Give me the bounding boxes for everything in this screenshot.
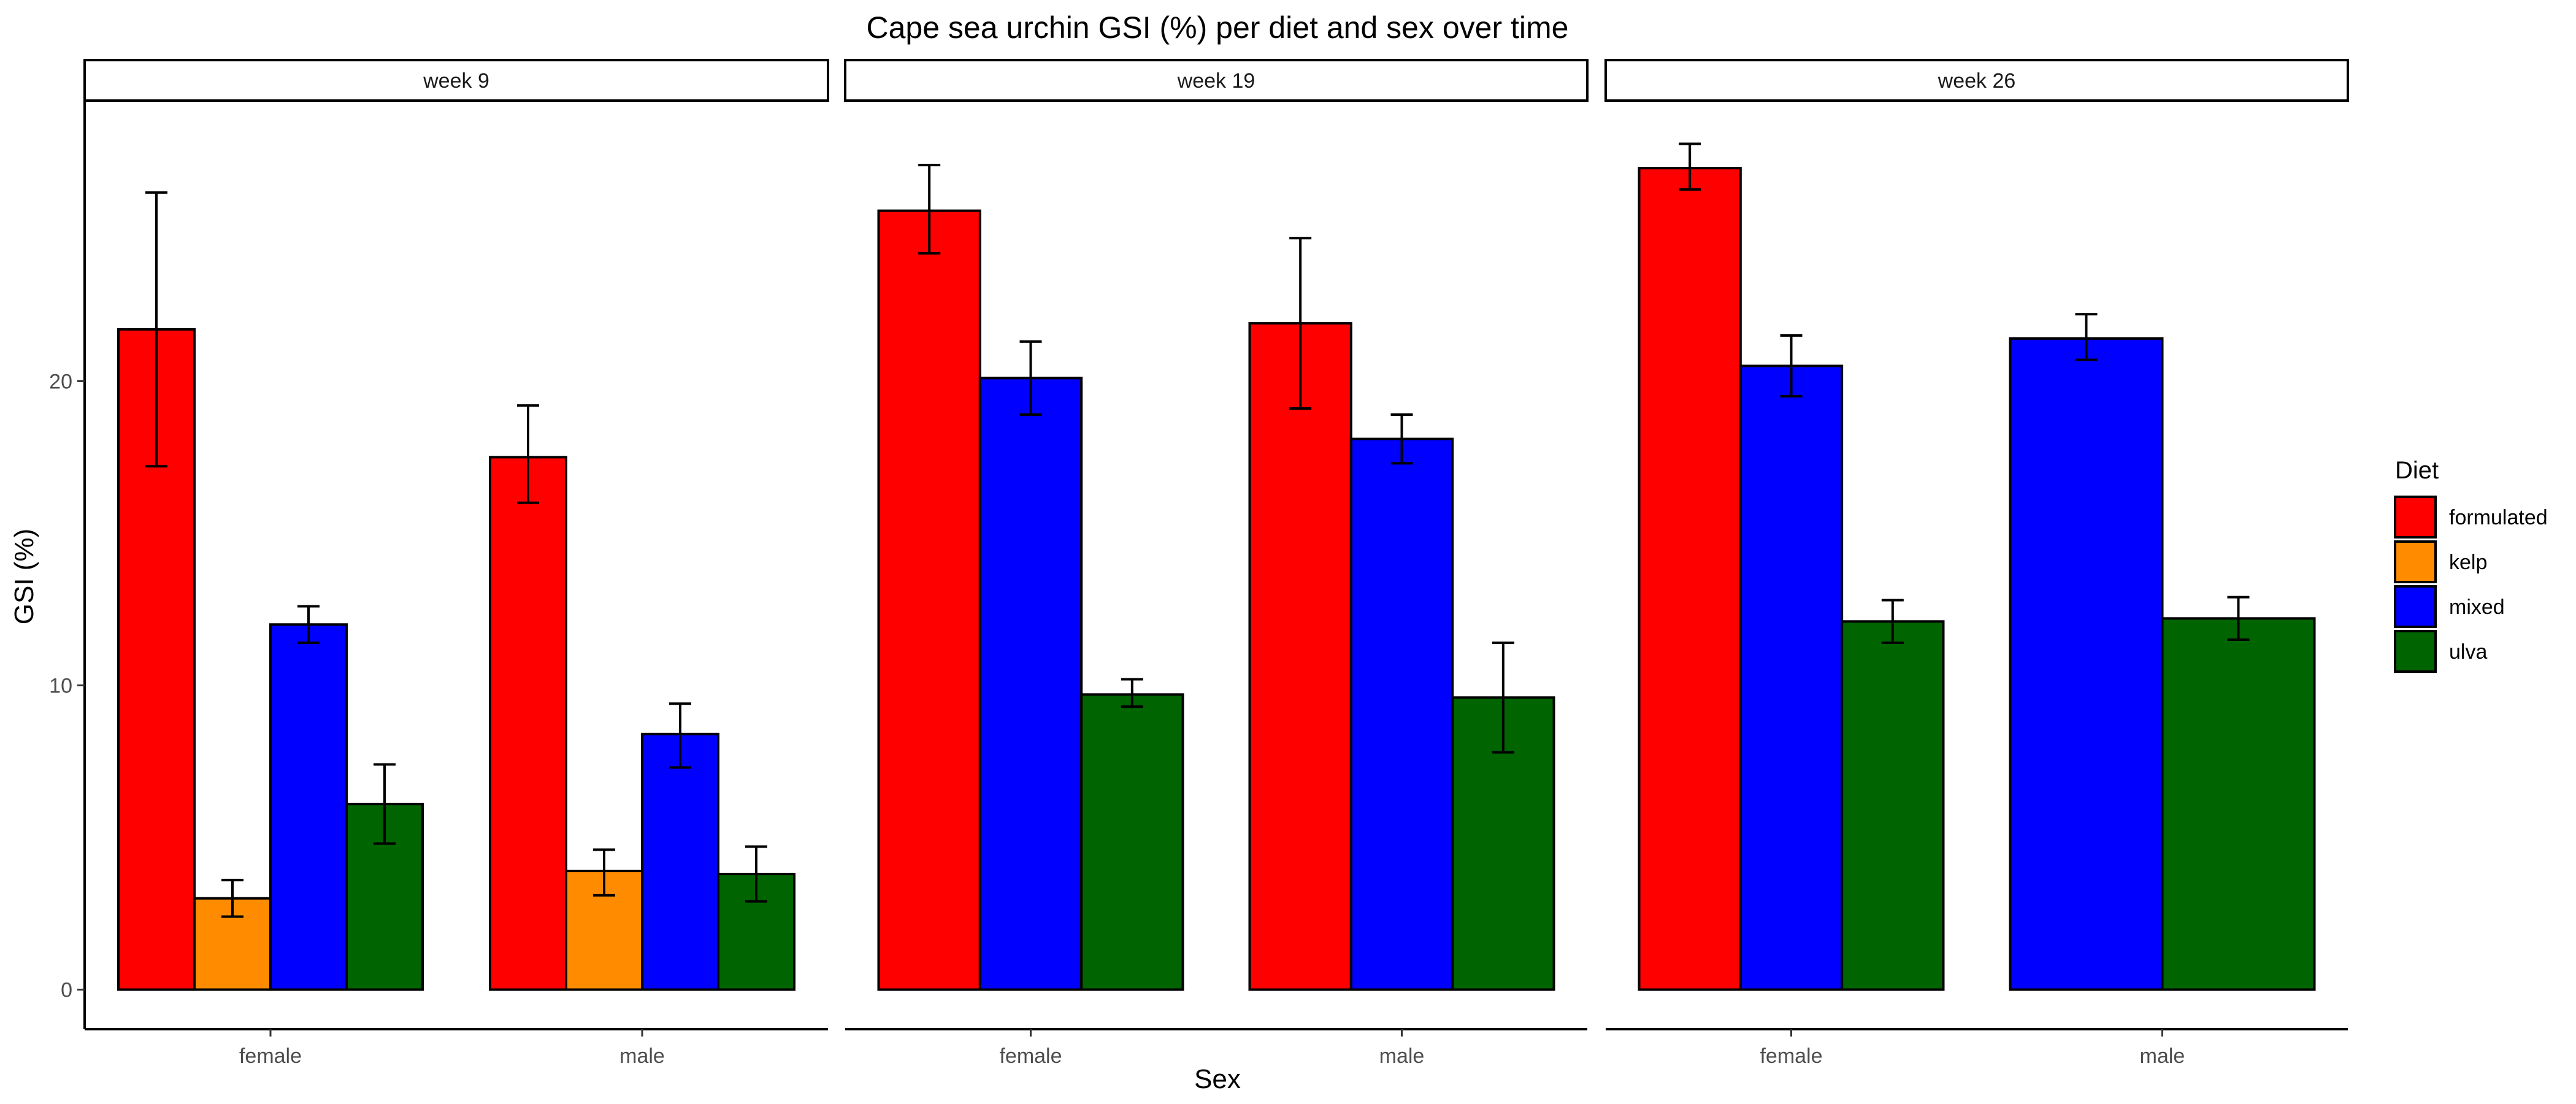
bar-ulva <box>1080 693 1184 991</box>
bar-mixed <box>978 377 1083 991</box>
y-tick-label: 20 <box>49 370 72 393</box>
legend-key-formulated <box>2394 496 2437 539</box>
bar-ulva <box>2161 617 2316 991</box>
bar-formulated <box>1638 167 1742 991</box>
y-tick-label: 10 <box>49 674 72 697</box>
facet-strip <box>844 59 1589 102</box>
x-tick-label: female <box>1760 1045 1822 1068</box>
x-tick-label: female <box>999 1045 1062 1068</box>
facet-strip <box>1604 59 2349 102</box>
y-tick-label: 0 <box>61 979 72 1002</box>
bar-formulated <box>489 456 567 991</box>
legend: Diet formulated kelp mixed ulva <box>2394 457 2548 673</box>
legend-label-ulva: ulva <box>2449 640 2487 664</box>
facets-layer: week 9 0 10 20 female male week 19 female male we… <box>49 59 2349 1068</box>
legend-label-formulated: formulated <box>2449 506 2548 529</box>
bar-mixed <box>269 623 348 991</box>
facet-strip-label: week 9 <box>423 69 489 93</box>
bar-mixed <box>1739 364 1844 991</box>
facet-strip <box>83 59 829 102</box>
bar-mixed <box>1349 437 1454 991</box>
facet-strip-label: week 19 <box>1177 69 1255 93</box>
legend-key-mixed <box>2394 585 2437 628</box>
x-tick-label: male <box>1379 1045 1425 1068</box>
y-axis-title: GSI (%) <box>9 529 39 624</box>
bar-mixed <box>2009 337 2164 991</box>
legend-key-ulva <box>2394 630 2437 673</box>
bar-mixed <box>641 732 719 991</box>
x-axis-title: Sex <box>1194 1064 1241 1094</box>
legend-label-kelp: kelp <box>2449 551 2487 574</box>
bar-ulva <box>1841 620 1945 991</box>
bar-formulated <box>877 209 981 991</box>
legend-key-kelp <box>2394 540 2437 583</box>
x-tick-label: male <box>2140 1045 2185 1068</box>
facet-strip-label: week 26 <box>1938 69 2016 93</box>
chart-title: Cape sea urchin GSI (%) per diet and sex… <box>867 10 1569 45</box>
x-tick-label: male <box>619 1045 665 1068</box>
x-tick-label: female <box>239 1045 302 1068</box>
legend-label-mixed: mixed <box>2449 596 2505 619</box>
bar-formulated <box>1248 322 1352 991</box>
legend-title: Diet <box>2395 457 2439 484</box>
